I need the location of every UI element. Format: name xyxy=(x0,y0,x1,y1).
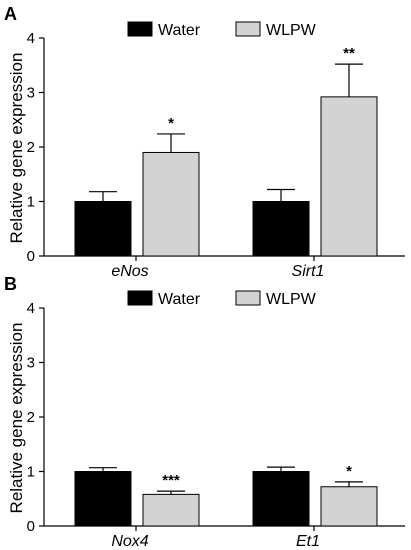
significance-label: *** xyxy=(162,472,180,489)
panel-b-y-axis-label: Relative gene expression xyxy=(7,323,26,514)
y-tick-label: 0 xyxy=(27,248,35,265)
significance-label: * xyxy=(168,115,174,132)
legend-label-water: Water xyxy=(158,22,201,39)
y-tick-label: 1 xyxy=(27,194,35,211)
legend-swatch-water xyxy=(127,21,153,37)
panel-a-letter: A xyxy=(4,4,17,24)
y-tick-label: 3 xyxy=(27,85,35,102)
y-tick-label: 0 xyxy=(27,518,35,535)
legend-swatch-water xyxy=(127,290,153,306)
panel-a: A Water WLPW Relative gene expression 0 1… xyxy=(4,4,405,280)
panel-a-category-label: eNos xyxy=(111,263,148,280)
y-tick-label: 4 xyxy=(27,30,35,47)
y-tick-label: 2 xyxy=(27,409,35,426)
legend-label-wlpw: WLPW xyxy=(266,22,317,39)
legend-swatch-wlpw xyxy=(235,21,261,37)
legend-label-wlpw: WLPW xyxy=(266,291,317,308)
significance-label: * xyxy=(346,463,352,480)
bar-wlpw-nox4 xyxy=(142,493,200,527)
legend-swatch-wlpw xyxy=(235,290,261,306)
panel-b-legend: Water WLPW xyxy=(127,290,317,308)
bar-water-enos xyxy=(74,201,132,257)
panel-a-y-axis-label: Relative gene expression xyxy=(7,53,26,244)
panel-b: B Water WLPW Relative gene expression 0 1… xyxy=(4,274,405,550)
bar-wlpw-et1 xyxy=(320,486,378,527)
panel-b-letter: B xyxy=(4,274,17,294)
y-tick-label: 4 xyxy=(27,300,35,317)
y-tick-label: 3 xyxy=(27,355,35,372)
bar-water-sirt1 xyxy=(252,201,310,257)
significance-label: ** xyxy=(343,45,355,62)
bar-wlpw-sirt1 xyxy=(320,96,378,257)
legend-label-water: Water xyxy=(158,291,201,308)
bar-water-et1 xyxy=(252,471,310,527)
y-tick-label: 2 xyxy=(27,139,35,156)
bar-water-nox4 xyxy=(74,471,132,527)
bar-wlpw-enos xyxy=(142,151,200,257)
y-tick-label: 1 xyxy=(27,464,35,481)
panel-b-category-label: Nox4 xyxy=(111,533,148,550)
panel-a-category-label: Sirt1 xyxy=(292,263,325,280)
panel-b-category-label: Et1 xyxy=(296,533,320,550)
panel-a-legend: Water WLPW xyxy=(127,21,317,39)
